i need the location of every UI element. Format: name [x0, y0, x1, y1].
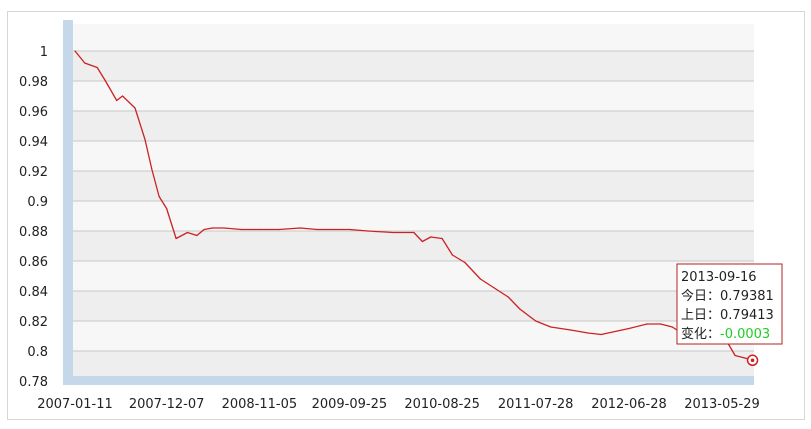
x-tick-label: 2011-07-28: [498, 397, 574, 412]
plot-stripe: [73, 51, 754, 81]
tooltip-prev-label: 上日：: [681, 308, 720, 323]
data-point: [116, 99, 118, 102]
data-point: [550, 326, 552, 328]
data-point: [451, 254, 453, 256]
data-point: [166, 207, 168, 210]
data-point: [646, 323, 648, 325]
data-point: [240, 228, 242, 231]
tooltip-today-value: 0.79381: [720, 289, 774, 304]
tooltip-prev-value: 0.79413: [720, 308, 774, 323]
data-marker: [746, 354, 759, 367]
data-point: [84, 62, 86, 64]
tooltip-box: [676, 263, 783, 345]
plot-background: [73, 24, 754, 381]
tooltip-date: 2013-09-16: [681, 270, 757, 285]
plot-stripe: [73, 171, 754, 201]
data-point: [600, 333, 602, 336]
data-point: [144, 138, 146, 141]
tooltip-change: 变化：-0.0003: [681, 326, 770, 342]
y-tick-label: 0.9: [27, 195, 48, 210]
data-point: [430, 236, 432, 238]
y-tick-label: 0.96: [19, 105, 48, 120]
x-tick-label: 2010-08-25: [404, 397, 480, 412]
data-point: [278, 228, 280, 231]
data-point: [258, 228, 260, 231]
tooltip-today: 今日：0.79381: [681, 288, 774, 304]
data-point: [421, 240, 423, 243]
data-point: [570, 329, 572, 331]
data-point: [96, 66, 98, 69]
data-point: [413, 231, 415, 234]
x-tick-label: 2008-11-05: [222, 397, 298, 412]
tooltip-prev: 上日：0.79413: [681, 308, 774, 323]
y-axis-bar: [63, 20, 73, 384]
data-point: [151, 168, 153, 171]
data-point: [104, 80, 107, 82]
plot-stripe: [73, 111, 754, 141]
plot-stripe: [73, 231, 754, 261]
data-point: [134, 107, 136, 109]
data-point: [587, 332, 589, 334]
data-point: [196, 234, 198, 237]
data-point: [441, 237, 443, 240]
data-point: [464, 261, 466, 264]
y-tick-label: 1: [40, 45, 48, 60]
data-point: [671, 326, 673, 328]
data-point: [628, 327, 630, 330]
marker-dot: [750, 358, 755, 363]
gridlines: [73, 50, 754, 382]
data-point: [175, 237, 177, 240]
line-chart: 1 0.98 0.96 0.94 0.92 0.9 0.88 0.86 0.84 0.82 0.8 0…: [19, 20, 783, 412]
y-tick-label: 0.98: [19, 75, 48, 90]
data-point: [211, 227, 214, 229]
y-tick-labels: 1 0.98 0.96 0.94 0.92 0.9 0.88 0.86 0.84 0.82 0.8 0…: [19, 45, 48, 390]
x-tick-labels: 2007-01-11 2007-12-07 2008-11-05 2009-09-25…: [37, 397, 760, 412]
data-point: [299, 227, 301, 229]
x-tick-label: 2012-06-28: [591, 397, 667, 412]
data-point: [121, 95, 124, 97]
data-point: [493, 287, 495, 289]
y-tick-label: 0.88: [19, 225, 48, 240]
data-point: [367, 230, 369, 232]
data-point: [507, 296, 509, 298]
x-tick-label: 2013-05-29: [684, 397, 760, 412]
data-point: [223, 227, 225, 229]
data-point: [519, 308, 521, 310]
chart-frame: 1 0.98 0.96 0.94 0.92 0.9 0.88 0.86 0.84 0.82 0.8 0…: [7, 11, 805, 420]
data-point: [316, 228, 318, 231]
plot-stripe: [73, 291, 754, 321]
tooltip: 2013-09-16 今日：0.79381 上日：0.79413 变化：-0.0…: [676, 263, 783, 345]
x-tick-label: 2007-01-11: [37, 397, 113, 412]
data-point: [479, 278, 482, 280]
y-tick-label: 0.92: [19, 165, 48, 180]
data-point: [535, 320, 537, 322]
data-point: [158, 195, 160, 198]
y-tick-label: 0.8: [27, 345, 48, 360]
tooltip-change-value: -0.0003: [720, 327, 770, 342]
x-tick-label: 2007-12-07: [129, 397, 205, 412]
data-point: [348, 228, 350, 231]
x-axis-bar: [63, 376, 754, 385]
x-tick-label: 2009-09-25: [312, 397, 388, 412]
y-tick-label: 0.78: [19, 375, 48, 390]
y-tick-label: 0.82: [19, 315, 48, 330]
data-point: [186, 231, 189, 234]
axes: [63, 20, 754, 385]
data-point: [74, 50, 76, 52]
tooltip-change-label: 变化：: [681, 326, 720, 342]
y-tick-label: 0.84: [19, 285, 48, 300]
y-tick-label: 0.86: [19, 255, 48, 270]
data-point: [660, 323, 662, 325]
data-point: [203, 228, 205, 231]
data-point: [392, 231, 394, 234]
y-tick-label: 0.94: [19, 135, 48, 150]
data-point: [734, 354, 736, 357]
tooltip-today-label: 今日：: [681, 288, 720, 304]
